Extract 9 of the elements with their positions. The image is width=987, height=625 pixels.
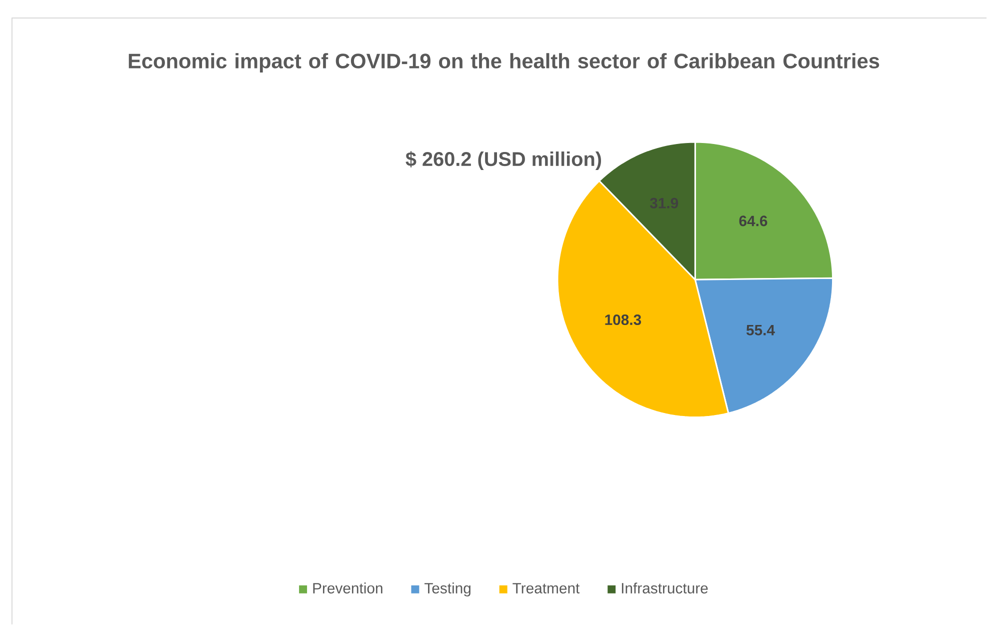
- data-label: 55.4: [746, 325, 775, 336]
- data-label: 108.3: [605, 314, 642, 326]
- chart-subtitle: $ 260.2 (USD million): [406, 151, 602, 170]
- legend-label: Infrastructure: [622, 582, 708, 594]
- chart-title: Economic impact of COVID-19 on the health sector of Caribbean Countries: [128, 53, 880, 73]
- legend-label: Prevention: [313, 582, 382, 594]
- legend-label: Testing: [424, 582, 470, 596]
- data-label: 64.6: [739, 216, 768, 226]
- legend-label: Treatment: [512, 583, 580, 594]
